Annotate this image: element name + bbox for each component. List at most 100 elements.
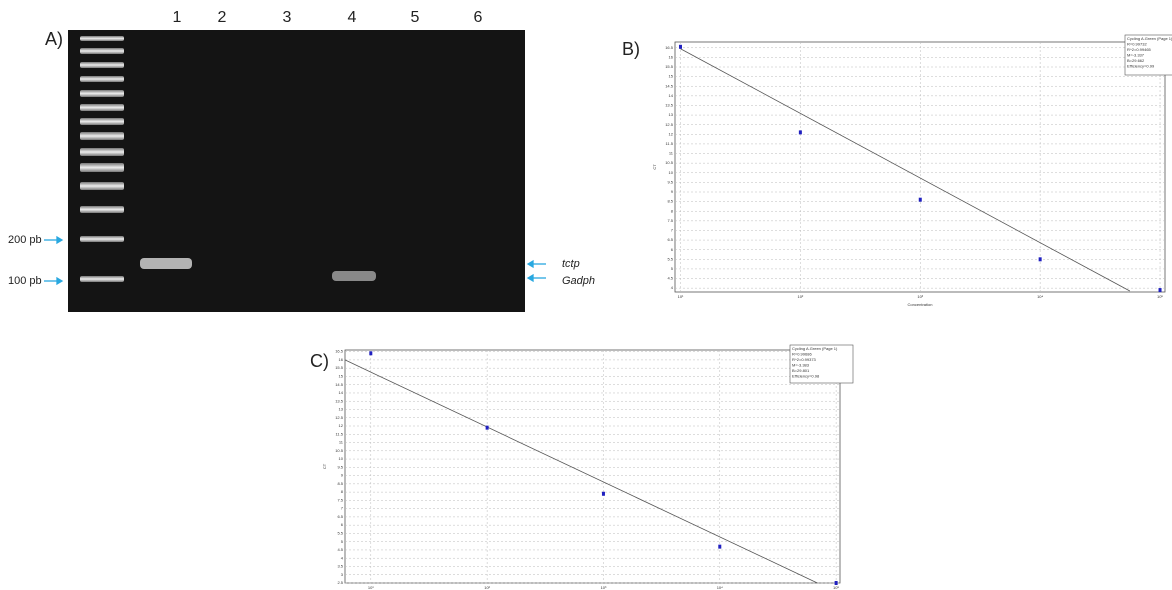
lane-label: 5 bbox=[411, 9, 420, 26]
y-tick-label: 16 bbox=[339, 357, 344, 362]
page: A) 1 2 3 4 5 6 200 pb 100 pb tctp Gadph … bbox=[0, 0, 1172, 590]
y-tick-label: 8 bbox=[341, 489, 344, 494]
y-tick-label: 16.5 bbox=[665, 45, 674, 50]
data-point bbox=[1039, 257, 1042, 261]
y-tick-label: 13.5 bbox=[335, 398, 344, 403]
y-tick-label: 15.5 bbox=[335, 365, 344, 370]
y-tick-label: 5.5 bbox=[667, 256, 673, 261]
y-tick-label: 5 bbox=[341, 539, 344, 544]
data-point bbox=[602, 492, 605, 496]
y-tick-label: 9.5 bbox=[667, 179, 673, 184]
lane-label: 2 bbox=[218, 9, 227, 26]
y-tick-label: 10 bbox=[669, 170, 674, 175]
y-tick-label: 14.5 bbox=[665, 83, 674, 88]
y-tick-label: 4.5 bbox=[337, 547, 343, 552]
y-tick-label: 12.5 bbox=[335, 415, 344, 420]
y-tick-label: 6 bbox=[341, 522, 344, 527]
y-tick-label: 4.5 bbox=[667, 276, 673, 281]
y-tick-label: 15 bbox=[669, 74, 674, 79]
y-tick-label: 4 bbox=[671, 285, 674, 290]
x-tick-label: 10² bbox=[484, 585, 490, 590]
x-tick-label: 10¹ bbox=[368, 585, 374, 590]
legend-entry: M=-3.337 bbox=[1127, 53, 1145, 58]
legend-entry: B=29.801 bbox=[792, 368, 810, 373]
data-point bbox=[1159, 288, 1162, 292]
y-tick-label: 8.5 bbox=[337, 481, 343, 486]
y-tick-label: 13 bbox=[339, 407, 344, 412]
y-tick-label: 12.5 bbox=[665, 122, 674, 127]
y-tick-label: 16 bbox=[669, 54, 674, 59]
legend-entry: Cycling A.Green (Page 1) bbox=[792, 346, 838, 351]
y-tick-label: 8 bbox=[671, 208, 674, 213]
legend-entry: Efficiency=0.98 bbox=[792, 374, 820, 379]
legend-entry: B=29.662 bbox=[1127, 58, 1145, 63]
y-tick-label: 11 bbox=[669, 151, 674, 156]
y-tick-label: 14 bbox=[339, 390, 344, 395]
lane-label: 4 bbox=[348, 9, 357, 26]
y-tick-label: 7 bbox=[341, 506, 344, 511]
band-label: Gadph bbox=[562, 275, 595, 287]
plot-area bbox=[675, 42, 1165, 292]
y-tick-label: 11.5 bbox=[336, 431, 344, 436]
x-tick-label: 10⁴ bbox=[1037, 294, 1043, 299]
data-point bbox=[369, 351, 372, 355]
lane-label: 3 bbox=[283, 9, 292, 26]
y-tick-label: 5.5 bbox=[337, 530, 343, 535]
panel-label: A) bbox=[45, 29, 63, 49]
band-label: tctp bbox=[562, 258, 580, 270]
y-tick-label: 13 bbox=[669, 112, 674, 117]
y-tick-label: 3 bbox=[341, 572, 344, 577]
y-tick-label: 3.5 bbox=[337, 564, 343, 569]
y-tick-label: 9 bbox=[341, 473, 344, 478]
x-tick-label: 10⁵ bbox=[1157, 294, 1163, 299]
y-tick-label: 4 bbox=[341, 555, 344, 560]
y-tick-label: 12 bbox=[669, 131, 674, 136]
y-tick-label: 11 bbox=[339, 440, 344, 445]
lane-label: 1 bbox=[173, 9, 182, 26]
x-axis-label: Concentration bbox=[908, 302, 933, 307]
legend-entry: R^2=0.99373 bbox=[792, 357, 817, 362]
x-tick-label: 10³ bbox=[917, 294, 923, 299]
legend-entry: R^2=0.99465 bbox=[1127, 47, 1152, 52]
panel-label: B) bbox=[622, 39, 640, 59]
data-point bbox=[679, 45, 682, 49]
x-tick-label: 10¹ bbox=[678, 294, 684, 299]
gel-panel: A) 1 2 3 4 5 6 200 pb 100 pb tctp Gadph bbox=[8, 9, 595, 312]
marker-label: 100 pb bbox=[8, 275, 42, 287]
y-axis-label: CT bbox=[652, 164, 657, 170]
figure: A) 1 2 3 4 5 6 200 pb 100 pb tctp Gadph … bbox=[0, 0, 1172, 590]
y-tick-label: 6.5 bbox=[337, 514, 343, 519]
legend-entry: Cycling A.Green (Page 1) bbox=[1127, 36, 1172, 41]
lane-label: 6 bbox=[474, 9, 483, 26]
y-tick-label: 6 bbox=[671, 247, 674, 252]
y-tick-label: 15.5 bbox=[665, 64, 674, 69]
panel-label: C) bbox=[310, 351, 329, 371]
y-tick-label: 8.5 bbox=[667, 199, 673, 204]
gel-image bbox=[68, 30, 525, 312]
y-tick-label: 7 bbox=[671, 228, 674, 233]
y-tick-label: 9 bbox=[671, 189, 674, 194]
legend-entry: Efficiency=0.99 bbox=[1127, 64, 1155, 69]
y-tick-label: 16.5 bbox=[335, 349, 344, 354]
data-point bbox=[835, 581, 838, 585]
y-tick-label: 2.5 bbox=[337, 580, 343, 585]
y-tick-label: 12 bbox=[339, 423, 344, 428]
y-tick-label: 10.5 bbox=[335, 448, 344, 453]
y-tick-label: 9.5 bbox=[337, 464, 343, 469]
x-tick-label: 10⁴ bbox=[717, 585, 723, 590]
y-tick-label: 10 bbox=[339, 456, 344, 461]
x-tick-label: 10² bbox=[797, 294, 803, 299]
x-tick-label: 10³ bbox=[601, 585, 607, 590]
y-tick-label: 5 bbox=[671, 266, 674, 271]
y-tick-label: 14 bbox=[669, 93, 674, 98]
y-tick-label: 13.5 bbox=[665, 103, 674, 108]
y-tick-label: 7.5 bbox=[667, 218, 673, 223]
y-tick-label: 14.5 bbox=[335, 382, 344, 387]
band-tctp bbox=[140, 258, 192, 269]
legend-entry: M=-3.383 bbox=[792, 363, 810, 368]
legend-entry: R=0.99732 bbox=[1127, 42, 1147, 47]
y-tick-label: 6.5 bbox=[667, 237, 673, 242]
y-tick-label: 11.5 bbox=[666, 141, 674, 146]
data-point bbox=[919, 198, 922, 202]
x-tick-label: 10⁵ bbox=[833, 585, 839, 590]
